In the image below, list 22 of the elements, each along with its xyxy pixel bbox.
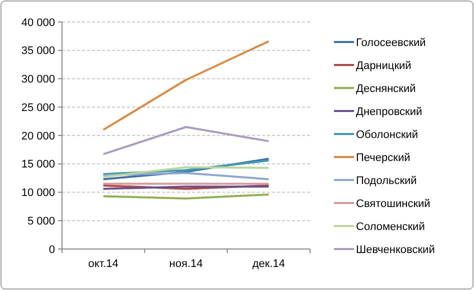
x-tick-label: окт.14 bbox=[88, 258, 118, 270]
y-tick-label: 5 000 bbox=[27, 215, 55, 228]
legend-label: Дарницкий bbox=[356, 60, 412, 72]
y-tick-label: 0 bbox=[48, 244, 55, 256]
y-tick-label: 10 000 bbox=[21, 187, 55, 200]
y-tick-label: 35 000 bbox=[21, 45, 55, 58]
x-tick-label: ноя.14 bbox=[169, 258, 203, 270]
legend-label: Днепровский bbox=[356, 106, 422, 118]
x-tick-label: дек.14 bbox=[252, 258, 285, 270]
y-tick-label: 15 000 bbox=[21, 158, 55, 171]
legend-label: Деснянский bbox=[356, 82, 416, 95]
y-tick-label: 25 000 bbox=[21, 102, 55, 114]
legend-label: Печерский bbox=[356, 152, 410, 164]
y-tick-label: 20 000 bbox=[21, 130, 55, 142]
legend-label: Оболонский bbox=[356, 128, 418, 141]
y-tick-label: 30 000 bbox=[21, 74, 55, 86]
legend-label: Голосеевский bbox=[356, 36, 426, 49]
legend-label: Шевченковский bbox=[356, 244, 435, 256]
legend-label: Святошинский bbox=[356, 198, 430, 210]
y-tick-label: 40 000 bbox=[21, 16, 55, 29]
legend-label: Соломенский bbox=[356, 220, 425, 233]
legend-label: Подольский bbox=[356, 174, 417, 187]
